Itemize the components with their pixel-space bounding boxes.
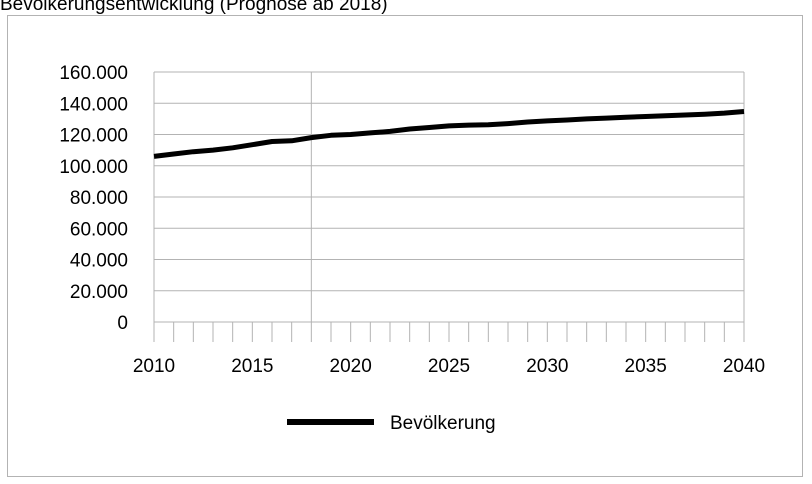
x-tick-label: 2025	[428, 356, 470, 377]
x-tick-label: 2015	[231, 356, 273, 377]
y-tick-label: 0	[117, 313, 128, 334]
y-tick-label: 60.000	[70, 219, 128, 240]
chart-title: Bevölkerungsentwicklung (Prognose ab 201…	[0, 0, 388, 15]
y-tick-label: 20.000	[70, 282, 128, 303]
axes	[153, 72, 745, 342]
legend-label: Bevölkerung	[390, 413, 496, 434]
series-line-bevoelkerung	[153, 109, 745, 159]
x-tick-label: 2040	[723, 356, 765, 377]
y-tick-label: 80.000	[70, 188, 128, 209]
y-tick-label: 140.000	[59, 94, 128, 115]
y-tick-label: 100.000	[59, 157, 128, 178]
chart-frame	[7, 15, 803, 477]
grid-lines	[154, 71, 744, 323]
x-tick-label: 2010	[133, 356, 175, 377]
y-tick-labels: 0 20.000 40.000 60.000 80.000 100.000 120.000 1…	[59, 63, 128, 334]
series-lines	[153, 109, 745, 159]
legend: Bevölkerung	[287, 413, 496, 434]
x-tick-label: 2020	[330, 356, 372, 377]
y-tick-label: 160.000	[59, 63, 128, 84]
x-tick-labels: 2010 2015 2020 2025 2030 2035 2040	[133, 356, 765, 377]
x-tick-label: 2030	[526, 356, 568, 377]
x-tick-label: 2035	[625, 356, 667, 377]
y-tick-label: 40.000	[70, 251, 128, 272]
y-tick-label: 120.000	[59, 126, 128, 147]
